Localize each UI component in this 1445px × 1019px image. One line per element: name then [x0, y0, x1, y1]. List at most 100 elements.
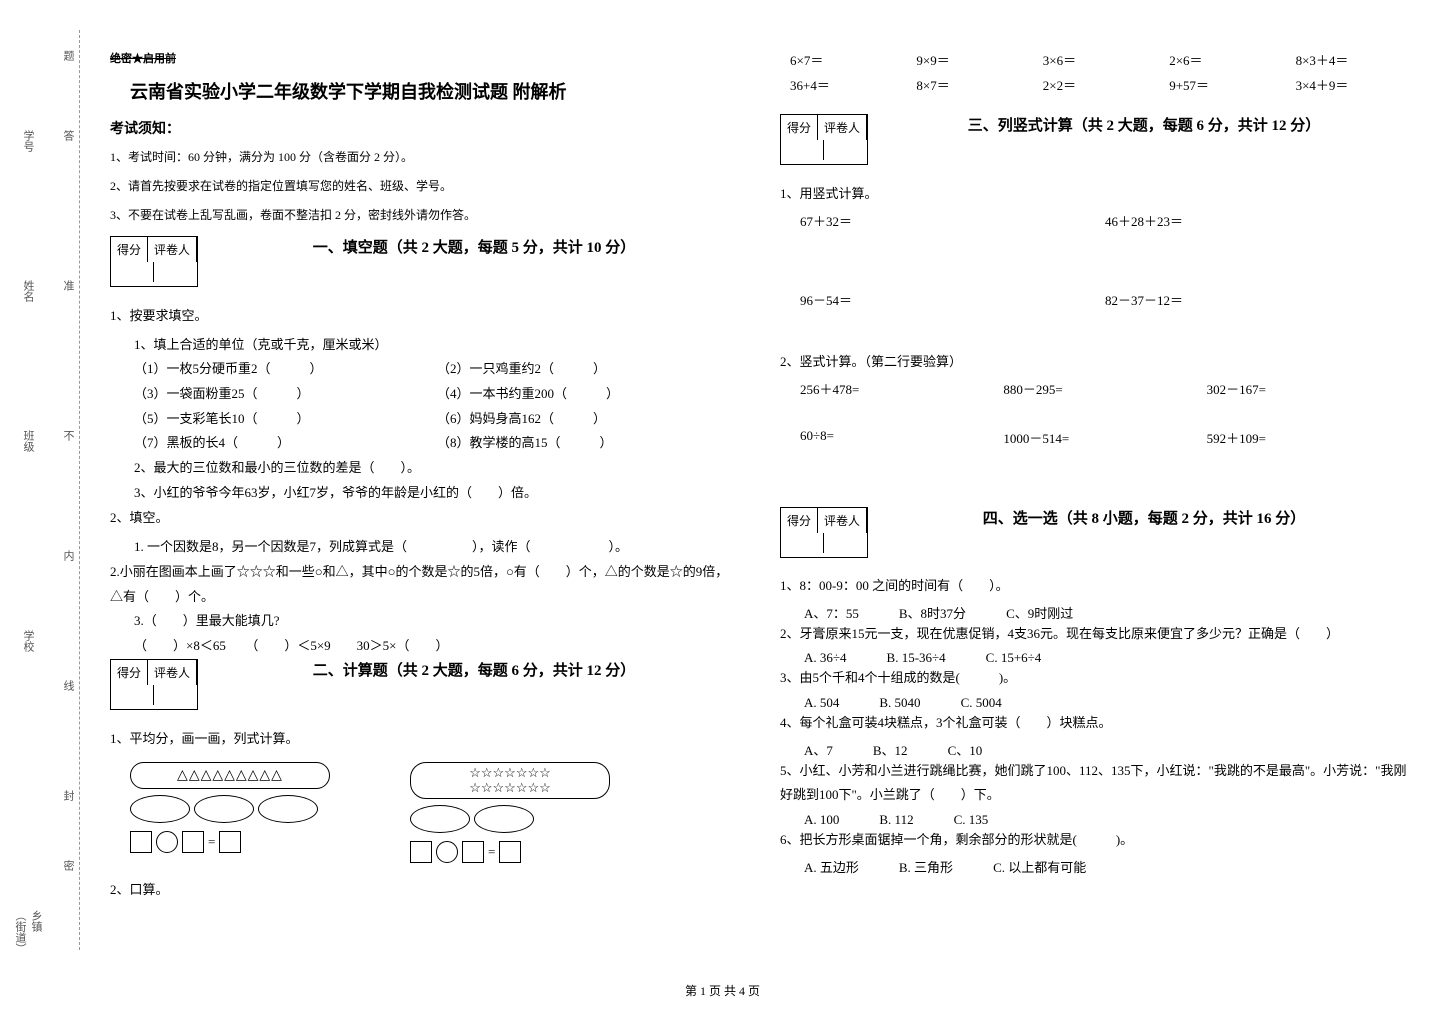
grader-label: 评卷人 [818, 115, 867, 140]
equals: = [208, 834, 215, 850]
eq-box [219, 831, 241, 853]
binding-label: 准 [60, 280, 76, 291]
score-box: 得分评卷人 [780, 114, 868, 165]
q2-3: 3.（ ）里最大能填几? [110, 609, 740, 634]
eq-box [130, 831, 152, 853]
eq-circle [156, 831, 178, 853]
binding-label: 学校 [20, 630, 36, 652]
q1-3: 3、小红的爷爷今年63岁，小红7岁，爷爷的年龄是小红的（ ）倍。 [110, 481, 740, 506]
grader-blank [824, 140, 854, 160]
score-label: 得分 [781, 115, 818, 140]
grader-blank [824, 533, 854, 553]
opt: B. 三角形 [899, 857, 953, 876]
section4-title: 四、选一选（共 8 小题，每题 2 分，共计 16 分） [983, 507, 1306, 528]
page-footer: 第 1 页 共 4 页 [0, 982, 1445, 999]
vc: 880－295= [1003, 379, 1206, 398]
s3-q2: 2、竖式计算。（第二行要验算） [780, 349, 1410, 375]
opt: C. 以上都有可能 [993, 857, 1086, 876]
vc: 82－37－12＝ [1105, 290, 1410, 309]
notice-item: 2、请首先按要求在试卷的指定位置填写您的姓名、班级、学号。 [110, 177, 740, 196]
binding-label: 姓名 [20, 280, 36, 302]
blank-item: （6）妈妈身高162（ ） [437, 407, 740, 432]
binding-label: 题 [60, 50, 76, 61]
s2-q1: 1、平均分，画一画，列式计算。 [110, 726, 740, 752]
q2-1: 1. 一个因数是8，另一个因数是7，列成算式是（ ），读作（ ）。 [110, 535, 740, 560]
binding-label: 学号 [20, 130, 36, 152]
score-label: 得分 [111, 660, 148, 685]
choice-q: 1、8：00-9：00 之间的时间有（ ）。 [780, 574, 1410, 599]
section2-title: 二、计算题（共 2 大题，每题 6 分，共计 12 分） [313, 659, 636, 680]
choice-q: 4、每个礼盒可装4块糕点，3个礼盒可装（ ）块糕点。 [780, 711, 1410, 736]
blank-item: （7）黑板的长4（ ） [134, 431, 437, 456]
grader-label: 评卷人 [148, 237, 197, 262]
opt: A、7：55 [804, 603, 859, 622]
star-line: ☆☆☆☆☆☆☆ [415, 780, 605, 796]
calc-cell: 3×4＋9＝ [1296, 75, 1410, 94]
page-title: 云南省实验小学二年级数学下学期自我检测试题 附解析 [110, 78, 740, 104]
opt: A. 100 [804, 812, 839, 828]
calc-cell: 36+4＝ [790, 75, 904, 94]
calc-cell: 8×7＝ [916, 75, 1030, 94]
oval [410, 805, 470, 833]
draw-area: △△△△△△△△△ = ☆☆☆☆☆☆☆ ☆☆☆☆☆☆☆ = [110, 762, 740, 863]
score-label: 得分 [111, 237, 148, 262]
vc: 46＋28＋23＝ [1105, 211, 1410, 230]
s3-q1: 1、用竖式计算。 [780, 181, 1410, 207]
binding-label: 不 [60, 430, 76, 441]
choice-q: 6、把长方形桌面锯掉一个角，剩余部分的形状就是( )。 [780, 828, 1410, 853]
score-blank [124, 685, 154, 705]
vc: 60÷8= [800, 428, 1003, 447]
opt: C、9时刚过 [1006, 603, 1073, 622]
binding-label: 内 [60, 550, 76, 561]
oval [258, 795, 318, 823]
binding-label: 乡镇（街道） [12, 910, 44, 950]
opt: C. 135 [954, 812, 989, 828]
score-blank [794, 140, 824, 160]
vc: 592＋109= [1207, 428, 1410, 447]
score-box: 得分评卷人 [780, 507, 868, 558]
opt: C. 15+6÷4 [986, 650, 1042, 666]
q2-3b: （ ）×8＜65 （ ）＜5×9 30＞5×（ ） [110, 634, 740, 659]
blank-item: （4）一本书约重200（ ） [437, 382, 740, 407]
score-blank [794, 533, 824, 553]
blank-item: （3）一袋面粉重25（ ） [134, 382, 437, 407]
eq-box [499, 841, 521, 863]
grader-blank [154, 262, 184, 282]
opt: B、8时37分 [899, 603, 966, 622]
choice-q: 3、由5个千和4个十组成的数是( )。 [780, 666, 1410, 691]
opt: B、12 [873, 740, 908, 759]
grader-label: 评卷人 [818, 508, 867, 533]
section1-title: 一、填空题（共 2 大题，每题 5 分，共计 10 分） [313, 236, 636, 257]
eq-circle [436, 841, 458, 863]
oval [130, 795, 190, 823]
blank-item: （8）教学楼的高15（ ） [437, 431, 740, 456]
opt: A. 504 [804, 695, 839, 711]
q1-2: 2、最大的三位数和最小的三位数的差是（ ）。 [110, 456, 740, 481]
mental-calc-grid: 6×7＝ 9×9＝ 3×6＝ 2×6＝ 8×3＋4＝ 36+4＝ 8×7＝ 2×… [780, 50, 1410, 94]
secret-label: 绝密★启用前 [110, 50, 740, 66]
blank-item: （2）一只鸡重约2（ ） [437, 357, 740, 382]
triangle-group: △△△△△△△△△ = [130, 762, 330, 863]
star-line: ☆☆☆☆☆☆☆ [415, 765, 605, 781]
equals: = [488, 844, 495, 860]
q2-2: 2.小丽在图画本上画了☆☆☆和一些○和△，其中○的个数是☆的5倍，○有（ ）个，… [110, 560, 740, 609]
binding-label: 班级 [20, 430, 36, 452]
section3-title: 三、列竖式计算（共 2 大题，每题 6 分，共计 12 分） [968, 114, 1321, 135]
q2: 2、填空。 [110, 505, 740, 531]
vc: 256＋478= [800, 379, 1003, 398]
score-box: 得分评卷人 [110, 236, 198, 287]
notice-title: 考试须知： [110, 118, 740, 138]
calc-cell: 6×7＝ [790, 50, 904, 69]
binding-label: 密 [60, 860, 76, 871]
opt: C、10 [948, 740, 983, 759]
triangle-row: △△△△△△△△△ [130, 762, 330, 789]
notice-item: 1、考试时间：60 分钟，满分为 100 分（含卷面分 2 分）。 [110, 148, 740, 167]
q1: 1、按要求填空。 [110, 303, 740, 329]
grader-label: 评卷人 [148, 660, 197, 685]
binding-margin: 乡镇（街道） 密 封 线 学校 内 班级 不 姓名 准 学号 答 题 [20, 30, 80, 950]
star-group: ☆☆☆☆☆☆☆ ☆☆☆☆☆☆☆ = [410, 762, 610, 863]
opt: B. 15-36÷4 [887, 650, 946, 666]
notice-item: 3、不要在试卷上乱写乱画，卷面不整洁扣 2 分，密封线外请勿作答。 [110, 206, 740, 225]
star-rows: ☆☆☆☆☆☆☆ ☆☆☆☆☆☆☆ [410, 762, 610, 799]
right-column: 6×7＝ 9×9＝ 3×6＝ 2×6＝ 8×3＋4＝ 36+4＝ 8×7＝ 2×… [780, 50, 1410, 907]
